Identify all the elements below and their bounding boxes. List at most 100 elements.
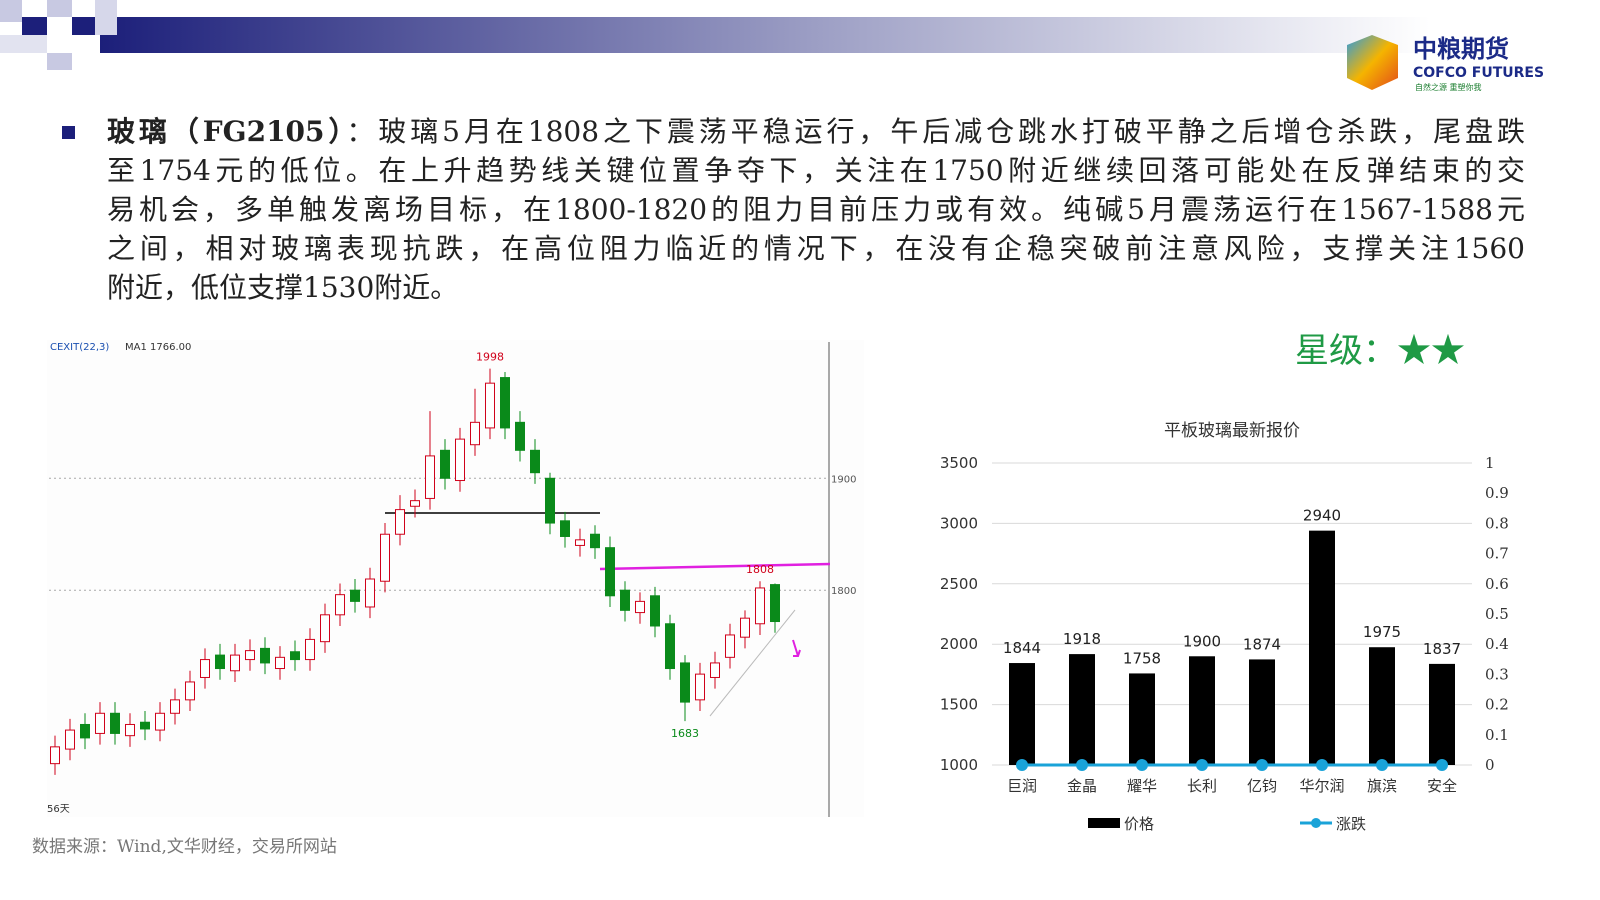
value-label: 1837 bbox=[1423, 640, 1461, 658]
commentary-line: 玻璃（FG2105）：玻璃5月在1808之下震荡平稳运行，午后减仓跳水打破平静之… bbox=[107, 112, 1525, 151]
candle-body bbox=[110, 712, 120, 734]
line-point bbox=[1196, 759, 1208, 771]
candle-body bbox=[650, 595, 660, 627]
chart-title: 平板玻璃最新报价 bbox=[1164, 421, 1300, 441]
candle-body bbox=[485, 382, 495, 429]
candle-body bbox=[740, 617, 750, 638]
y2-tick-label: 0.8 bbox=[1485, 514, 1509, 532]
candle-body bbox=[215, 654, 225, 670]
y-tick-label: 3000 bbox=[940, 514, 978, 532]
logo-english: COFCO FUTURES bbox=[1413, 65, 1544, 81]
candle-body bbox=[680, 662, 690, 703]
line-point bbox=[1076, 759, 1088, 771]
candle-body bbox=[305, 638, 315, 661]
line-point bbox=[1316, 759, 1328, 771]
bar bbox=[1369, 647, 1395, 765]
candle-body bbox=[620, 589, 630, 611]
value-label: 1918 bbox=[1063, 630, 1101, 648]
commentary-line: 之间，相对玻璃表现抗跌，在高位阻力临近的情况下，在没有企稳突破前注意风险，支撑关… bbox=[107, 232, 1525, 265]
bar bbox=[1189, 656, 1215, 765]
commentary-text: ：玻璃5月在1808之下震荡平稳运行，午后减仓跳水打破平静之后增仓杀跌，尾盘跌 bbox=[346, 115, 1525, 148]
value-label: 1844 bbox=[1003, 639, 1041, 657]
kline-panel bbox=[47, 340, 864, 817]
line-point bbox=[1136, 759, 1148, 771]
x-tick-label: 旗滨 bbox=[1367, 777, 1397, 795]
candle-body bbox=[185, 681, 195, 701]
candle-body bbox=[755, 587, 765, 625]
y2-tick-label: 0.2 bbox=[1485, 696, 1509, 714]
candle-body bbox=[665, 623, 675, 670]
legend-marker bbox=[1311, 818, 1321, 828]
candle-body bbox=[80, 723, 90, 739]
x-tick-label: 亿钧 bbox=[1247, 777, 1277, 795]
y2-tick-label: 0.1 bbox=[1485, 726, 1509, 744]
candle-body bbox=[395, 509, 405, 535]
candle-body bbox=[350, 589, 360, 602]
y2-tick-label: 0.5 bbox=[1485, 605, 1509, 623]
y2-tick-label: 0.6 bbox=[1485, 575, 1509, 593]
candle-body bbox=[95, 712, 105, 734]
candle-body bbox=[140, 721, 150, 730]
candle-body bbox=[200, 659, 210, 678]
logo-mark bbox=[1347, 35, 1398, 90]
y2-tick-label: 0.4 bbox=[1485, 635, 1509, 653]
candle-body bbox=[425, 455, 435, 499]
line-point bbox=[1256, 759, 1268, 771]
candle-body bbox=[530, 449, 540, 474]
y2-tick-label: 0.9 bbox=[1485, 484, 1509, 502]
candle-body bbox=[365, 578, 375, 608]
price-annotation: 1808 bbox=[746, 563, 774, 576]
value-label: 1900 bbox=[1183, 632, 1221, 650]
candle-body bbox=[500, 377, 510, 429]
candle-body bbox=[455, 438, 465, 482]
logo-name: 中粮期货 bbox=[1413, 35, 1509, 63]
rating: 星级：★★ bbox=[1295, 331, 1465, 371]
y-tick-label: 1800 bbox=[831, 586, 856, 597]
bar bbox=[1129, 673, 1155, 765]
price-annotation: 1998 bbox=[476, 351, 504, 364]
candle-body bbox=[635, 600, 645, 614]
candle-body bbox=[770, 584, 780, 623]
candle-body bbox=[275, 656, 285, 670]
candle-body bbox=[155, 712, 165, 731]
legend-label: 价格 bbox=[1124, 815, 1154, 833]
indicator-label: CEXIT(22,3) bbox=[50, 342, 109, 353]
candle-body bbox=[575, 539, 585, 546]
period-label: 56天 bbox=[47, 804, 70, 815]
y2-tick-label: 0 bbox=[1485, 756, 1495, 774]
candle-body bbox=[710, 662, 720, 678]
bullet bbox=[62, 126, 75, 139]
value-label: 1975 bbox=[1363, 623, 1401, 641]
candle-body bbox=[470, 421, 480, 446]
y-tick-label: 2000 bbox=[940, 635, 978, 653]
candle-body bbox=[50, 746, 60, 765]
commentary-title: 玻璃（FG2105） bbox=[107, 115, 347, 148]
down-arrow bbox=[792, 639, 801, 657]
y-tick-label: 2500 bbox=[940, 575, 978, 593]
candle-body bbox=[725, 634, 735, 658]
candle-body bbox=[560, 520, 570, 537]
line-point bbox=[1376, 759, 1388, 771]
candle-body bbox=[335, 594, 345, 616]
value-label: 1874 bbox=[1243, 635, 1281, 653]
candle-body bbox=[290, 651, 300, 661]
bar bbox=[1009, 663, 1035, 765]
candle-body bbox=[605, 547, 615, 597]
x-tick-label: 金晶 bbox=[1067, 777, 1097, 795]
header-squares bbox=[0, 0, 117, 70]
bar bbox=[1249, 659, 1275, 765]
candle-body bbox=[260, 647, 270, 664]
source: 数据来源：Wind,文华财经，交易所网站 bbox=[32, 837, 337, 857]
x-tick-label: 耀华 bbox=[1127, 777, 1157, 795]
commentary-line: 至1754元的低位。在上升趋势线关键位置争夺下，关注在1750附近继续回落可能处… bbox=[107, 154, 1525, 187]
commentary-line: 易机会，多单触发离场目标，在1800-1820的阻力目前压力或有效。纯碱5月震荡… bbox=[107, 193, 1525, 226]
candle-body bbox=[65, 729, 75, 750]
bar bbox=[1429, 663, 1455, 765]
candle-body bbox=[320, 614, 330, 643]
legend-label: 涨跌 bbox=[1336, 815, 1366, 833]
candle-body bbox=[440, 449, 450, 479]
candle-body bbox=[245, 650, 255, 661]
line-point bbox=[1016, 759, 1028, 771]
